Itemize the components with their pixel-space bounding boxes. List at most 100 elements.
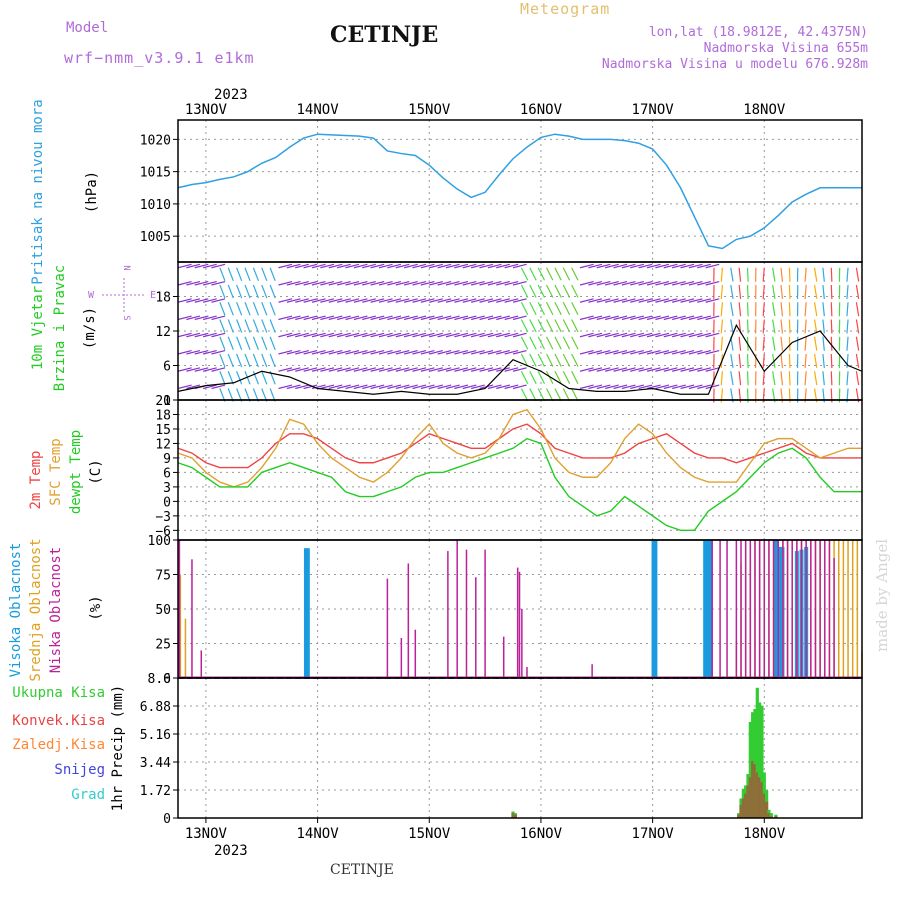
wind-barb [512,298,527,303]
wind-barb [202,315,217,321]
wind-barb [236,371,243,385]
wind-barb [437,384,452,390]
low-cloud-bar [768,540,770,678]
wind-barb [286,332,301,338]
wind-barb [562,370,571,384]
wind-barb [403,315,418,321]
wind-barb [252,371,260,385]
wind-barb [529,319,537,333]
wind-barb [362,298,376,303]
wind-barb [186,384,201,390]
wind-barb [345,349,360,355]
day-label-top: 16NOV [520,102,563,118]
sfc-ylabel: SFC Temp [48,438,64,505]
wind-barb [680,367,695,372]
meteogram-label: Meteogram [520,0,611,18]
day-label-top: 18NOV [743,102,786,118]
wind-barb [261,371,268,385]
wind-barb [462,332,477,338]
wind-barb [705,315,720,321]
wind-barb [562,388,571,402]
wind-barb [613,349,628,355]
precip-conv-bar [762,793,766,818]
wind-barb [454,384,469,390]
mid-cloud-bar [847,540,849,678]
y-tick-label: 6 [163,466,171,481]
wind-barb [295,332,309,338]
wind-barb [202,384,217,390]
wind-barb [554,388,562,402]
wind-barb [613,384,628,390]
wind-barb [738,284,742,299]
precip-conv-bar [760,782,764,818]
wind-barb [479,332,494,338]
wind-barb [370,367,385,372]
wind-barb [545,353,554,367]
wind-barb [621,280,636,286]
wind-barb [320,349,335,355]
wind-barb [295,298,309,303]
wind-barb [746,353,749,369]
low-cloud-bar [400,637,403,678]
wind-barb [646,280,661,286]
wind-barb [244,302,251,316]
wind-barb [303,298,318,303]
temp2m-line [177,423,862,469]
model-name: wrf−nmm_v3.9.1 e1km [64,49,255,67]
wind-barb [545,388,554,402]
y-tick-label: 1015 [140,166,171,181]
wind-barb [269,319,276,333]
wind-barb [630,349,644,355]
wind-barb [286,280,301,286]
wind-barb [672,298,686,303]
wind-barb [545,301,554,315]
wind-barb [328,263,343,269]
wind-barb [403,332,418,338]
low-cloud-bar [191,559,193,678]
wind-barb [387,298,402,303]
wind-barb [378,384,393,390]
wind-barb [252,302,260,316]
wind-barb [261,284,268,299]
wind-barb [303,315,318,321]
wind-barb [345,367,360,372]
wind-barb [730,371,734,386]
wind-barb [545,284,554,298]
wind-barb [512,384,527,390]
low-cloud-bar [782,540,784,678]
wind-barb [705,349,720,355]
wind-barb [395,349,410,355]
wind-barb [378,332,393,338]
wind-barb [579,280,594,286]
wind-barb [529,301,537,315]
y-tick-label: 1020 [140,133,171,148]
wind-barb [630,332,644,338]
wind-barb [762,336,765,351]
day-label-top: 14NOV [297,102,340,118]
wind-barb [328,349,343,355]
wind-barb [680,332,695,338]
wind-barb [554,336,562,350]
wind-barb [244,284,251,299]
wind-barb [504,367,519,372]
y-tick-label: 1005 [140,230,171,245]
wind-barb [780,267,784,282]
wind-barb [387,280,402,286]
y-tick-label: 12 [155,437,171,452]
wind-barb [504,349,519,355]
wind-barb [788,284,791,300]
wind-barb [395,263,410,269]
precip-ylabel: 1hr Precip (mm) [110,685,126,811]
low-cloud-bar [502,636,505,678]
wind-barb [672,332,686,338]
y-tick-label: 15 [155,423,171,438]
wind-barb [295,349,309,355]
wind-barb [454,280,469,286]
wind-barb [345,332,360,338]
wind-barb [437,367,452,372]
wind-barb [320,280,335,286]
wind-barb [579,315,594,321]
wind-barb [202,367,217,372]
wind-barb [462,298,477,303]
